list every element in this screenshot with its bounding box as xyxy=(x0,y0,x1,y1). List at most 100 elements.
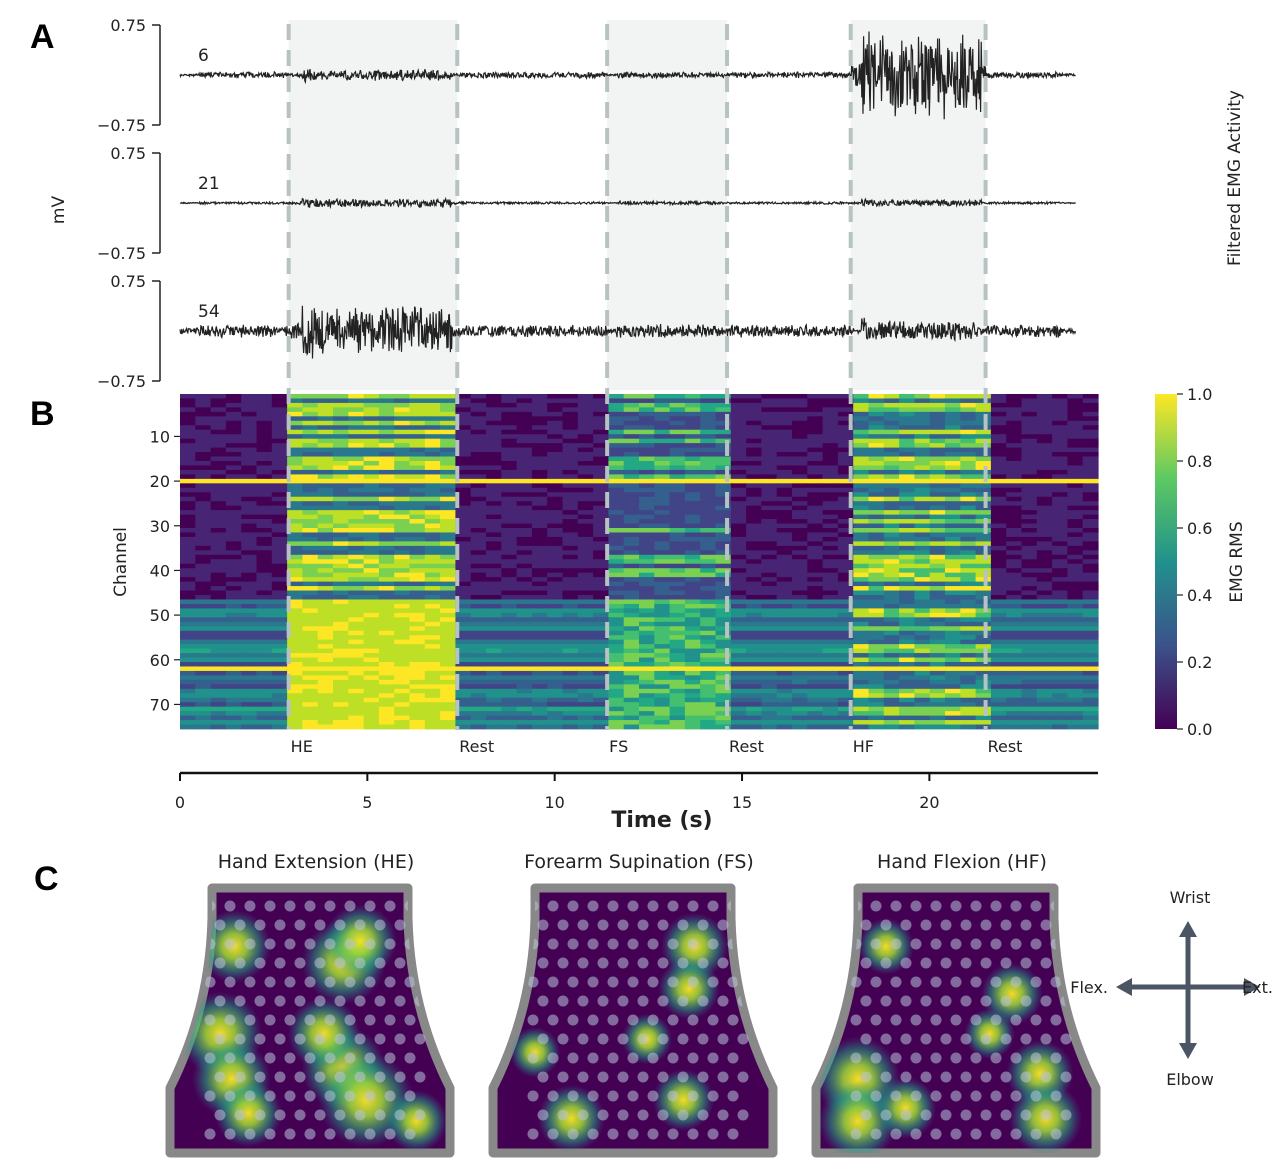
heatmap-cell xyxy=(256,702,273,708)
heatmap-cell xyxy=(394,648,411,654)
heatmap-cell xyxy=(394,720,411,725)
time-tick-label: 20 xyxy=(919,793,939,812)
heatmap-cell xyxy=(577,563,594,569)
heatmap-cell xyxy=(271,420,288,426)
heatmap-cell xyxy=(409,545,426,551)
heatmap-cell xyxy=(348,443,365,448)
heatmap-cell xyxy=(440,586,456,591)
heatmap-cell xyxy=(960,554,977,560)
heatmap-cell xyxy=(210,420,227,426)
heatmap-cell xyxy=(960,563,977,569)
heatmap-cell xyxy=(317,514,334,520)
heatmap-cell xyxy=(455,416,472,422)
electrode xyxy=(737,1071,749,1083)
heatmap-cell xyxy=(516,706,533,712)
heatmap-cell xyxy=(287,394,303,399)
heatmap-cell xyxy=(1006,438,1023,444)
heatmap-cell xyxy=(562,545,579,551)
heatmap-cell xyxy=(1067,496,1084,502)
heatmap-cell xyxy=(700,478,717,484)
heatmap-cell xyxy=(424,550,441,556)
heatmap-cell xyxy=(363,644,380,649)
heatmap-cell xyxy=(333,402,349,408)
heatmap-cell xyxy=(531,510,548,515)
heatmap-cell xyxy=(302,559,319,565)
heatmap-cell xyxy=(730,545,747,551)
heatmap-cell xyxy=(700,429,717,435)
heatmap-cell xyxy=(271,711,288,716)
heatmap-cell xyxy=(363,577,380,582)
heatmap-cell xyxy=(333,702,349,708)
heatmap-cell xyxy=(792,720,808,725)
heatmap-cell xyxy=(516,398,533,404)
heatmap-cell xyxy=(440,612,456,618)
heatmap-cell xyxy=(608,670,625,676)
heatmap-cell xyxy=(807,693,824,699)
y-tick-label: 0.75 xyxy=(110,272,146,291)
heatmap-cell xyxy=(975,612,992,618)
heatmap-cell xyxy=(486,528,502,533)
heatmap-cell xyxy=(593,559,609,565)
heatmap-cell xyxy=(225,519,242,524)
heatmap-cell xyxy=(378,630,395,636)
heatmap-cell xyxy=(363,487,380,493)
spatial-map-1: Hand Extension (HE) xyxy=(165,851,455,1158)
heatmap-cell xyxy=(639,407,655,413)
heatmap-cell xyxy=(715,577,732,582)
heatmap-cell xyxy=(378,452,395,457)
heatmap-cell xyxy=(746,402,762,408)
heatmap-cell xyxy=(715,568,732,574)
heatmap-cell xyxy=(654,720,671,725)
heatmap-cell xyxy=(776,590,793,596)
heatmap-cell xyxy=(531,434,548,440)
heatmap-cell xyxy=(470,639,487,645)
heatmap-cell xyxy=(669,469,686,475)
heatmap-cell xyxy=(210,407,227,413)
heatmap-cell xyxy=(547,568,564,574)
heatmap-cell xyxy=(623,595,640,600)
electrode xyxy=(960,995,972,1007)
heatmap-cell xyxy=(241,456,258,462)
electrode xyxy=(607,900,619,912)
heatmap-cell xyxy=(195,452,212,457)
heatmap-cell xyxy=(195,662,212,667)
heatmap-cell xyxy=(501,429,518,435)
electrode xyxy=(647,938,659,950)
heatmap-cell xyxy=(256,590,273,596)
heatmap-cell xyxy=(807,612,824,618)
heatmap-cell xyxy=(195,523,212,529)
heatmap-cell xyxy=(1082,675,1099,681)
heatmap-cell xyxy=(684,590,701,596)
heatmap-cell xyxy=(684,394,701,399)
heatmap-cell xyxy=(440,443,456,448)
electrode xyxy=(577,1109,589,1121)
heatmap-cell xyxy=(180,411,196,417)
heatmap-cell xyxy=(684,416,701,422)
heatmap-cell xyxy=(837,572,854,578)
heatmap-cell xyxy=(287,402,303,408)
electrode xyxy=(557,919,569,931)
heatmap-cell xyxy=(654,474,671,480)
heatmap-cell xyxy=(761,478,778,484)
heatmap-cell xyxy=(623,617,640,623)
heatmap-cell xyxy=(302,429,319,435)
heatmap-cell xyxy=(378,688,395,694)
heatmap-cell xyxy=(807,456,824,462)
heatmap-cell xyxy=(271,666,288,672)
heatmap-cell xyxy=(210,621,227,627)
heatmap-cell xyxy=(486,394,502,399)
heatmap-cell xyxy=(654,554,671,560)
heatmap-cell xyxy=(271,657,288,663)
heatmap-cell xyxy=(440,563,456,569)
heatmap-cell xyxy=(1021,398,1038,404)
heatmap-cell xyxy=(899,599,915,605)
heatmap-cell xyxy=(394,693,411,699)
heatmap-cell xyxy=(1052,528,1068,533)
heatmap-cell xyxy=(623,474,640,480)
heatmap-cell xyxy=(409,563,426,569)
heatmap-cell xyxy=(501,407,518,413)
electrode xyxy=(314,995,326,1007)
heatmap-cell xyxy=(470,715,487,721)
heatmap-cell xyxy=(440,510,456,515)
heatmap-cell xyxy=(531,621,548,627)
